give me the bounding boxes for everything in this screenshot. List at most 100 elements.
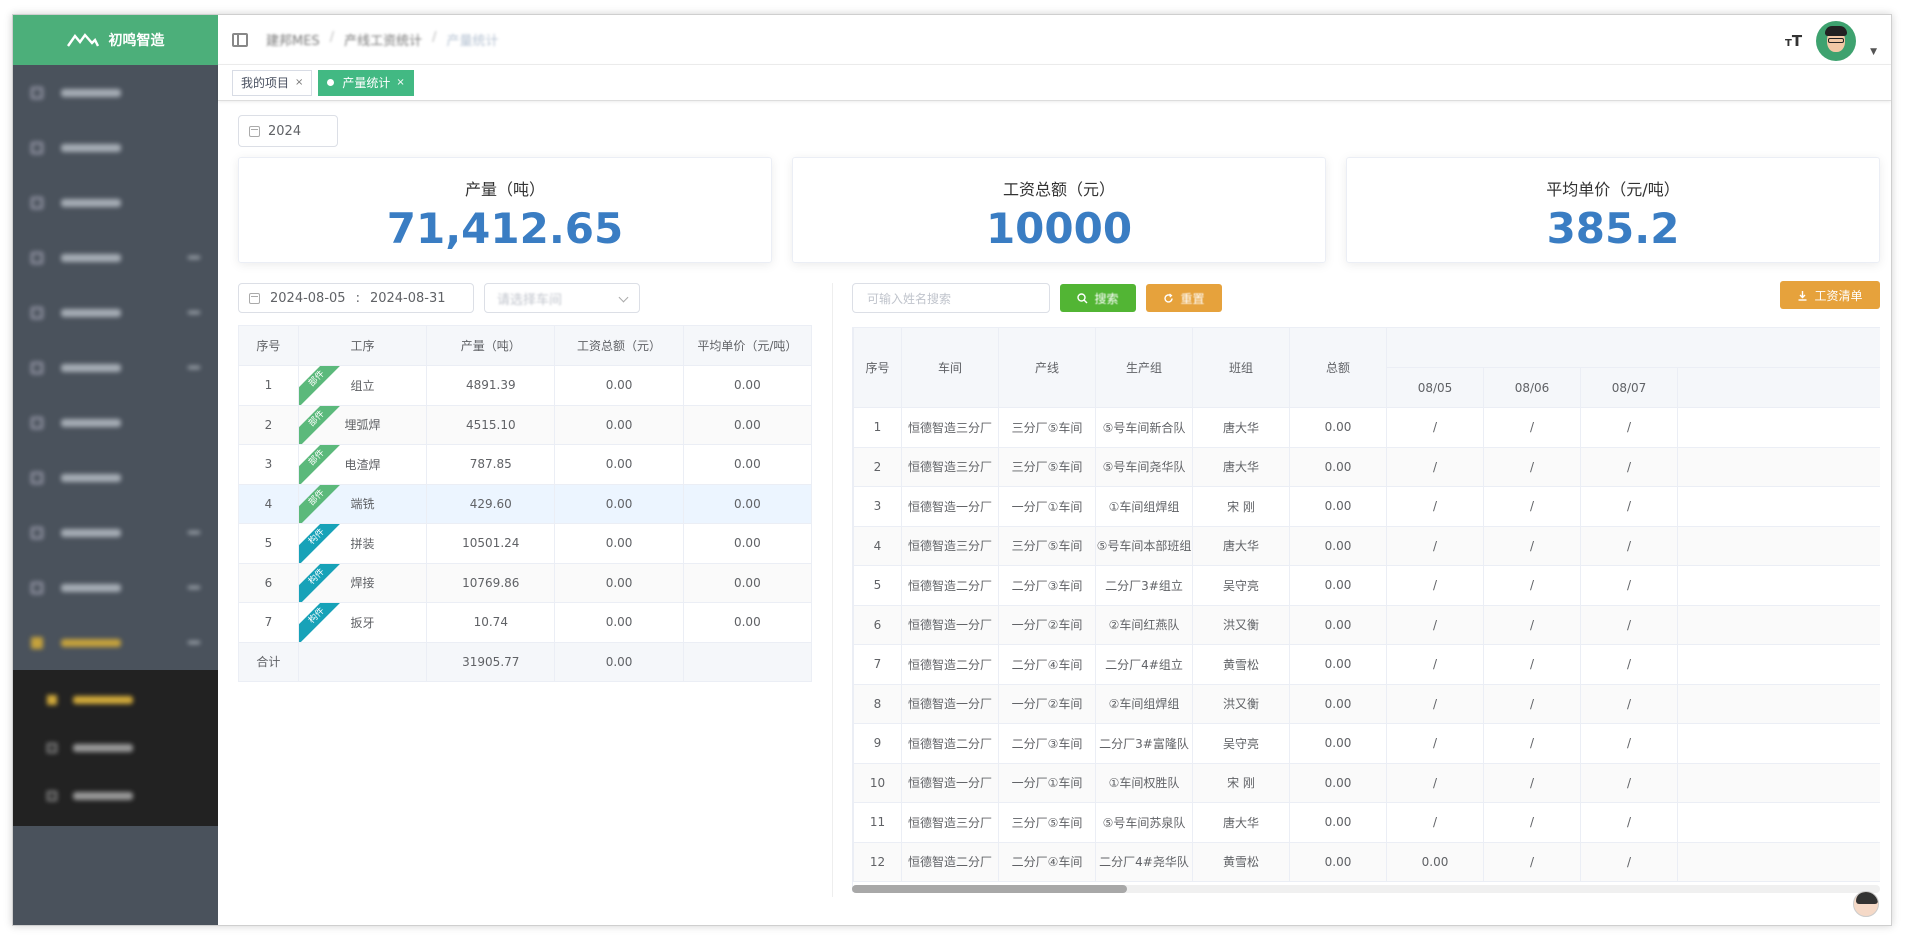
table-row[interactable]: 10 恒德智造一分厂 一分厂①车间 ①车间权胜队宋 刚 0.00// / bbox=[853, 762, 1880, 803]
date-column-header[interactable]: 08/07 bbox=[1580, 367, 1678, 408]
table-row[interactable]: 5 恒德智造二分厂 二分厂③车间 二分厂3#组立 吴守亮 0.00// / bbox=[853, 565, 1880, 606]
table-cell: / bbox=[1483, 604, 1581, 645]
help-avatar-icon[interactable] bbox=[1853, 891, 1879, 917]
sidebar-item[interactable] bbox=[13, 505, 218, 560]
tag-my-projects[interactable]: 我的项目 × bbox=[232, 69, 313, 96]
table-row[interactable]: 12 恒德智造二分厂 二分厂④车间 二分厂4#尧华队 黄雪松 0.00 0.00// bbox=[853, 841, 1880, 882]
cell-price: 0.00 bbox=[682, 602, 813, 643]
name-search-input[interactable]: 可输入姓名搜索 bbox=[852, 283, 1050, 313]
table-row[interactable]: 6 恒德智造一分厂 一分厂②车间 ②车间红燕队 洪又衡 0.00// / bbox=[853, 604, 1880, 645]
column-header[interactable]: 平均单价（元/吨） bbox=[682, 325, 813, 366]
table-row[interactable]: 3 部件 电渣焊 787.85 0.00 0.00 bbox=[238, 444, 813, 485]
column-header[interactable]: 总额 bbox=[1289, 327, 1387, 408]
chevron-down-icon bbox=[188, 366, 200, 369]
table-row[interactable]: 2 部件 埋弧焊 4515.10 0.00 0.00 bbox=[238, 404, 813, 445]
cell-price: 0.00 bbox=[682, 365, 813, 406]
table-cell: / bbox=[1580, 446, 1678, 487]
date-end[interactable]: 2024-08-31 bbox=[369, 290, 446, 306]
sidebar-item[interactable] bbox=[13, 175, 218, 230]
download-icon bbox=[1798, 290, 1807, 301]
column-header[interactable]: 生产组 bbox=[1095, 327, 1193, 408]
sidebar-subitem[interactable] bbox=[13, 772, 218, 820]
chevron-down-icon[interactable]: ▼ bbox=[1870, 47, 1877, 57]
close-icon[interactable]: × bbox=[295, 77, 304, 88]
table-row[interactable]: 6 构件 焊接 10769.86 0.00 0.00 bbox=[238, 562, 813, 603]
menu-icon bbox=[31, 306, 43, 319]
stat-label: 平均单价（元/吨） bbox=[1546, 180, 1680, 199]
table-cell: / bbox=[1580, 802, 1678, 843]
font-size-icon[interactable]: TT bbox=[1785, 32, 1803, 50]
close-icon[interactable]: × bbox=[396, 77, 405, 88]
table-body: 1 恒德智造三分厂 三分厂⑤车间 ⑤号车间新合队 唐大华 0.00///2 恒德智造三分厂三… bbox=[853, 407, 1880, 882]
sidebar-item[interactable] bbox=[13, 340, 218, 395]
table-row[interactable]: 11 恒德智造三分厂 三分厂⑤车间 ⑤号车间苏泉队 唐大华 0.00// / bbox=[853, 802, 1880, 843]
table-cell: 唐大华 bbox=[1192, 802, 1290, 843]
sidebar-item[interactable] bbox=[13, 120, 218, 175]
breadcrumb-item-home[interactable]: 建邦MES bbox=[266, 34, 320, 49]
cell-process: 部件 埋弧焊 bbox=[297, 404, 428, 445]
table-cell: 唐大华 bbox=[1192, 446, 1290, 487]
sidebar-item[interactable] bbox=[13, 450, 218, 505]
table-header-row: 08/05 08/06 08/07 bbox=[854, 367, 1880, 408]
date-column-header[interactable]: 08/05 bbox=[1386, 367, 1484, 408]
table-row[interactable]: 3 恒德智造一分厂 一分厂①车间 ①车间组焊组宋 刚 0.00// / bbox=[853, 486, 1880, 527]
date-column-header[interactable] bbox=[1677, 367, 1880, 408]
app-logo[interactable]: 初鸣智造 bbox=[13, 15, 218, 65]
column-header[interactable]: 产量（吨） bbox=[426, 325, 556, 366]
sidebar-item[interactable] bbox=[13, 230, 218, 285]
sidebar-subitem[interactable] bbox=[13, 724, 218, 772]
salary-list-button[interactable]: 工资清单 bbox=[1780, 281, 1880, 309]
sidebar-item[interactable] bbox=[13, 615, 218, 670]
logo-text: 初鸣智造 bbox=[108, 33, 165, 49]
table-row[interactable]: 4 部件 端铣 429.60 0.00 0.00 bbox=[238, 483, 813, 524]
column-header[interactable]: 工资总额（元） bbox=[554, 325, 684, 366]
search-button[interactable]: 搜索 bbox=[1060, 284, 1136, 312]
column-header[interactable]: 序号 bbox=[853, 327, 902, 408]
table-row[interactable]: 1 部件 组立 4891.39 0.00 0.00 bbox=[238, 365, 813, 406]
sidebar-subitem[interactable] bbox=[13, 676, 218, 724]
cell-output: 4891.39 bbox=[426, 365, 556, 406]
table-row[interactable]: 1 恒德智造三分厂 三分厂⑤车间 ⑤号车间新合队 唐大华 0.00// / bbox=[853, 407, 1880, 448]
column-header[interactable]: 产线 bbox=[998, 327, 1096, 408]
table-row[interactable]: 7 恒德智造二分厂 二分厂④车间 二分厂4#组立 黄雪松 0.00// / bbox=[853, 644, 1880, 685]
table-cell: 7 bbox=[853, 644, 902, 685]
column-header[interactable]: 工序 bbox=[297, 325, 428, 366]
table-row[interactable]: 9 恒德智造二分厂 二分厂③车间 二分厂3#富隆队 吴守亮 0.00// / bbox=[853, 723, 1880, 764]
column-header[interactable]: 班组 bbox=[1192, 327, 1290, 408]
menu-label bbox=[61, 528, 121, 537]
year-picker[interactable]: 2024 bbox=[238, 115, 338, 147]
date-start[interactable]: 2024-08-05 bbox=[270, 290, 346, 306]
table-cell: 二分厂④车间 bbox=[998, 644, 1096, 685]
column-header[interactable]: 序号 bbox=[238, 325, 299, 366]
table-cell bbox=[1677, 525, 1880, 566]
workshop-select[interactable]: 请选择车间 bbox=[484, 283, 640, 313]
category-ribbon: 构件 bbox=[299, 603, 345, 642]
cell-process: 构件 拼装 bbox=[297, 523, 428, 564]
sidebar-item[interactable] bbox=[13, 560, 218, 615]
sidebar-item[interactable] bbox=[13, 65, 218, 120]
table-row[interactable]: 2 恒德智造三分厂 三分厂⑤车间 ⑤号车间尧华队 唐大华 0.00// / bbox=[853, 446, 1880, 487]
horizontal-scrollbar[interactable] bbox=[852, 885, 1880, 893]
date-column-header[interactable]: 08/06 bbox=[1483, 367, 1581, 408]
table-row[interactable]: 5 构件 拼装 10501.24 0.00 0.00 bbox=[238, 523, 813, 564]
table-row[interactable]: 4 恒德智造三分厂 三分厂⑤车间 ⑤号车间本部班组 唐大华 0.00// / bbox=[853, 525, 1880, 566]
reset-button[interactable]: 重置 bbox=[1146, 284, 1222, 312]
chevron-down-icon bbox=[188, 586, 200, 589]
cell-wage: 0.00 bbox=[554, 523, 684, 564]
column-header[interactable]: 车间 bbox=[901, 327, 999, 408]
breadcrumb-item-section[interactable]: 产线工资统计 bbox=[344, 34, 423, 49]
table-cell: 洪又衡 bbox=[1192, 683, 1290, 724]
cell-output: 10.74 bbox=[426, 602, 556, 643]
table-cell: 9 bbox=[853, 723, 902, 764]
avatar[interactable] bbox=[1816, 21, 1857, 61]
table-cell: / bbox=[1386, 683, 1484, 724]
tag-output-stats[interactable]: 产量统计 × bbox=[318, 69, 414, 96]
scrollbar-thumb[interactable] bbox=[852, 885, 1127, 893]
menu-toggle-icon[interactable] bbox=[232, 32, 248, 47]
sidebar-item[interactable] bbox=[13, 395, 218, 450]
table-cell: / bbox=[1483, 841, 1581, 882]
table-row[interactable]: 8 恒德智造一分厂 一分厂②车间 ②车间组焊组 洪又衡 0.00// / bbox=[853, 683, 1880, 724]
table-row[interactable]: 7 构件 扳牙 10.74 0.00 0.00 bbox=[238, 602, 813, 643]
sidebar-item[interactable] bbox=[13, 285, 218, 340]
date-range-picker[interactable]: 2024-08-05 : 2024-08-31 bbox=[238, 283, 474, 313]
